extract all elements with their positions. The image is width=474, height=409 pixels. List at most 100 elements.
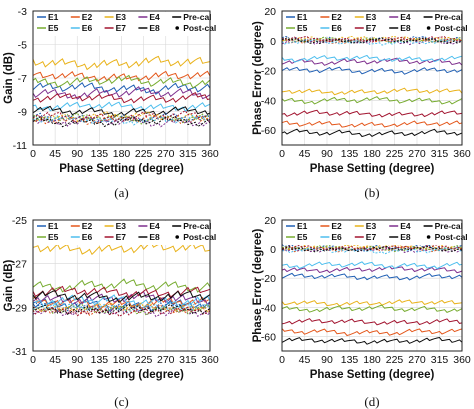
- series-e3-pre: [32, 241, 211, 256]
- legend-marker-post-cal: [175, 235, 179, 239]
- series-e2-pre: [32, 296, 211, 311]
- x-tick-label: 315: [431, 148, 449, 160]
- y-tick-label: -11: [13, 140, 28, 152]
- series-e5-pre: [281, 304, 463, 313]
- series-e5-pre: [32, 278, 211, 293]
- x-tick-label: 90: [321, 148, 333, 160]
- series-e7-pre: [32, 285, 211, 299]
- legend-label-e3: E3: [366, 221, 377, 231]
- series-e8-pre: [281, 336, 463, 345]
- legend-label-post-cal: Post-cal: [183, 23, 216, 33]
- legend-label-e2: E2: [82, 221, 93, 231]
- caption-c: (c): [114, 394, 128, 409]
- legend-label-post-cal: Post-cal: [435, 232, 468, 242]
- legend-label-pre-cal: Pre-cal: [435, 12, 463, 22]
- series-e3-pre: [281, 87, 463, 96]
- series-e6-post: [32, 114, 211, 126]
- series-e7-pre: [32, 92, 211, 104]
- x-tick-label: 270: [408, 148, 426, 160]
- legend-label-e3: E3: [366, 12, 377, 22]
- series-e2-pre: [32, 70, 211, 82]
- series-e1-post: [281, 243, 463, 252]
- x-tick-label: 0: [279, 354, 285, 366]
- x-tick-label: 180: [363, 354, 381, 366]
- x-tick-label: 225: [135, 354, 153, 366]
- y-axis-label: Phase Error (degree): [252, 228, 264, 342]
- legend-label-e6: E6: [82, 23, 93, 33]
- x-tick-label: 135: [341, 148, 359, 160]
- x-axis-label: Phase Setting (degree): [59, 163, 184, 175]
- legend-box: [34, 221, 209, 245]
- y-tick-label: -3: [18, 6, 27, 18]
- series-e7-pre: [281, 109, 463, 118]
- legend-label-e5: E5: [297, 232, 308, 242]
- series-e8-pre: [32, 105, 211, 118]
- y-axis-label: Phase Error (degree): [252, 21, 264, 135]
- series-e8-post: [32, 303, 211, 315]
- legend-label-e5: E5: [297, 23, 308, 33]
- caption-a: (a): [114, 185, 128, 200]
- x-tick-label: 0: [279, 148, 285, 160]
- caption-d: (d): [364, 394, 379, 409]
- x-tick-label: 45: [299, 354, 311, 366]
- series-e5-pre: [281, 96, 463, 105]
- x-axis-label: Phase Setting (degree): [310, 369, 435, 381]
- series-e2-post: [281, 245, 463, 253]
- legend-label-pre-cal: Pre-cal: [183, 221, 211, 231]
- y-tick-label: -40: [261, 302, 276, 314]
- legend-label-e3: E3: [116, 221, 127, 231]
- x-tick-label: 315: [179, 354, 197, 366]
- series-e5-post: [281, 36, 463, 44]
- chart-panel-a: 0 45 90 135 180 225 270 315 360 -3 -5 -7 -9 -11 E1 E2 E3…: [3, 6, 219, 200]
- series-e5-pre: [32, 74, 211, 89]
- x-tick-label: 360: [201, 148, 219, 160]
- x-axis-label: Phase Setting (degree): [310, 163, 435, 175]
- y-tick-label: 20: [264, 215, 276, 227]
- legend-label-e4: E4: [400, 221, 411, 231]
- series-e2-pre: [281, 328, 463, 337]
- series-e1-post: [281, 35, 463, 44]
- series-e7-pre: [281, 318, 463, 326]
- series-e8-post: [32, 115, 211, 128]
- series-e4-post: [32, 115, 211, 128]
- x-tick-label: 135: [341, 354, 359, 366]
- x-tick-label: 315: [431, 354, 449, 366]
- x-tick-label: 270: [157, 148, 175, 160]
- y-tick-label: 0: [270, 244, 276, 256]
- legend-label-post-cal: Post-cal: [435, 23, 468, 33]
- series-e8-post: [281, 37, 463, 45]
- legend-label-e6: E6: [331, 232, 342, 242]
- legend-label-e4: E4: [149, 221, 160, 231]
- x-axis-label: Phase Setting (degree): [59, 369, 184, 381]
- y-axis-label: Gain (dB): [3, 52, 15, 104]
- legend-label-e2: E2: [331, 221, 342, 231]
- legend-label-pre-cal: Pre-cal: [435, 221, 463, 231]
- y-tick-label: -31: [12, 346, 27, 358]
- series-e6-pre: [281, 261, 463, 270]
- legend-box: [283, 12, 461, 36]
- series-e2-pre: [281, 120, 463, 128]
- legend-marker-post-cal: [175, 26, 179, 30]
- plot-frame: [32, 219, 211, 352]
- plot-frame: [281, 219, 463, 352]
- series-e3-post: [32, 302, 211, 313]
- legend-label-e1: E1: [48, 12, 59, 22]
- y-tick-label: -7: [18, 73, 27, 85]
- legend-label-e3: E3: [116, 12, 127, 22]
- x-tick-label: 90: [321, 354, 333, 366]
- series-e7-post: [32, 110, 211, 123]
- series-e1-pre: [32, 298, 211, 312]
- x-tick-label: 45: [299, 148, 311, 160]
- series-e4-pre: [281, 265, 463, 274]
- y-tick-label: 20: [264, 6, 276, 18]
- legend-label-e1: E1: [297, 221, 308, 231]
- series-e4-pre: [32, 86, 211, 100]
- legend-box: [34, 12, 209, 36]
- legend-label-e8: E8: [149, 23, 160, 33]
- series-e3-pre: [281, 299, 463, 307]
